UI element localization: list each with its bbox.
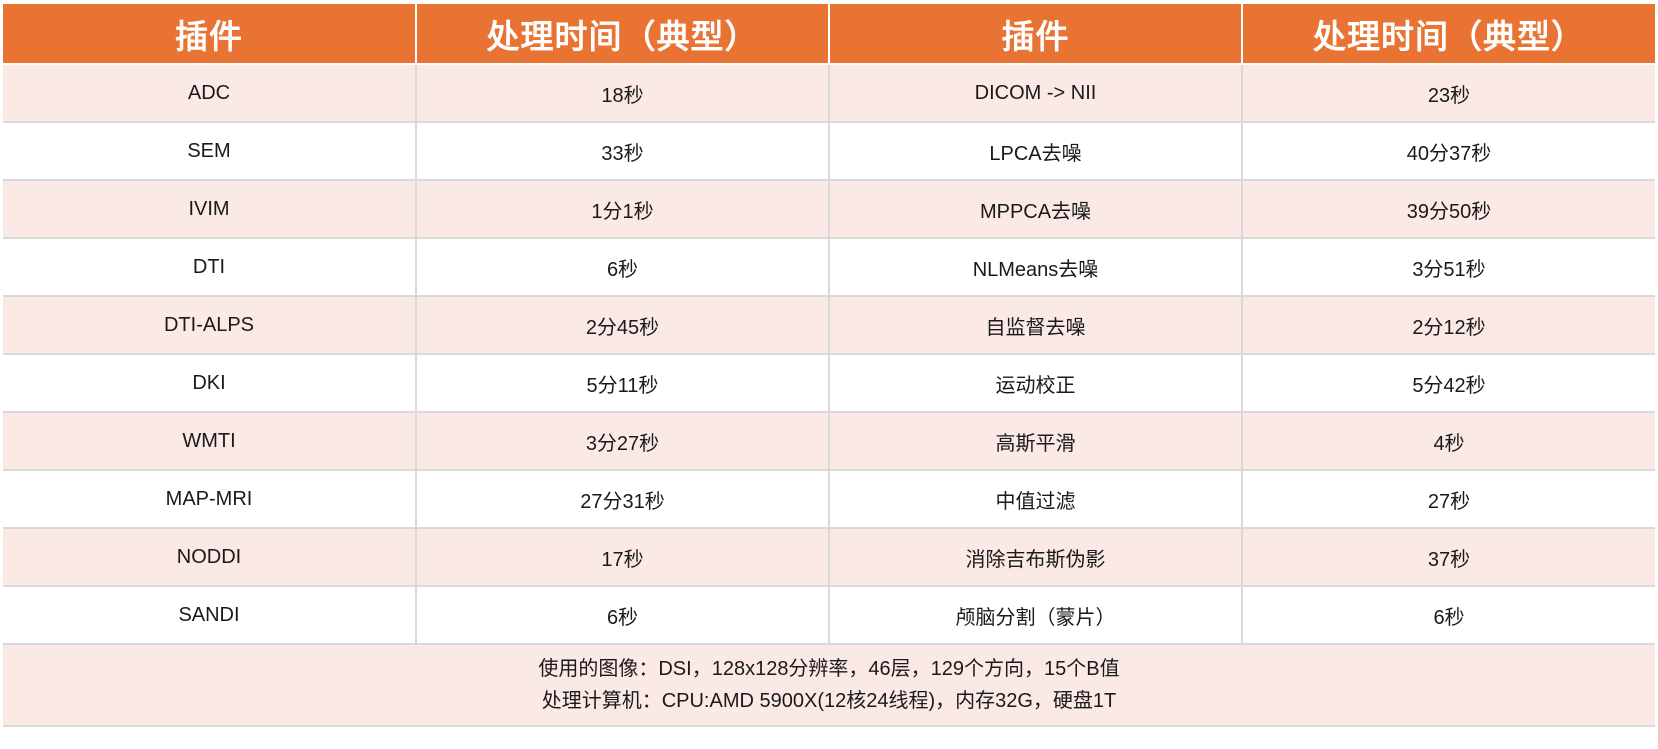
processing-time-cell: 27秒 xyxy=(1242,470,1655,529)
table-row: WMTI 3分27秒 高斯平滑 4秒 xyxy=(3,412,1655,471)
plugin-name-cell: ADC xyxy=(3,64,417,123)
plugin-name-cell: NLMeans去噪 xyxy=(829,238,1243,297)
processing-time-cell: 17秒 xyxy=(416,528,830,587)
plugin-name-cell: 自监督去噪 xyxy=(829,296,1243,355)
plugin-timing-table-container: 插件 处理时间（典型） 插件 处理时间（典型） ADC 18秒 DICOM ->… xyxy=(3,4,1655,744)
plugin-name-cell: DTI xyxy=(3,238,417,297)
plugin-name-cell: DICOM -> NII xyxy=(829,64,1243,123)
test-computer-note: 处理计算机：CPU:AMD 5900X(12核24线程)，内存32G，硬盘1T xyxy=(541,690,1117,712)
plugin-name-cell: NODDI xyxy=(3,528,417,587)
plugin-name-cell: DKI xyxy=(3,354,417,413)
table-row: DTI-ALPS 2分45秒 自监督去噪 2分12秒 xyxy=(3,296,1655,355)
processing-time-cell: 1分1秒 xyxy=(416,180,830,239)
plugin-name-cell: MPPCA去噪 xyxy=(829,180,1243,239)
table-row: MAP-MRI 27分31秒 中值过滤 27秒 xyxy=(3,470,1655,529)
plugin-name-cell: 中值过滤 xyxy=(829,470,1243,529)
plugin-name-cell: 高斯平滑 xyxy=(829,412,1243,471)
processing-time-cell: 3分51秒 xyxy=(1242,238,1655,297)
plugin-name-cell: IVIM xyxy=(3,180,417,239)
plugin-name-cell: DTI-ALPS xyxy=(3,296,417,355)
table-row: DTI 6秒 NLMeans去噪 3分51秒 xyxy=(3,238,1655,297)
processing-time-cell: 6秒 xyxy=(1242,586,1655,645)
processing-time-cell: 5分42秒 xyxy=(1242,354,1655,413)
plugin-timing-table: 插件 处理时间（典型） 插件 处理时间（典型） ADC 18秒 DICOM ->… xyxy=(3,4,1655,727)
header-time-left: 处理时间（典型） xyxy=(416,4,830,65)
processing-time-cell: 39分50秒 xyxy=(1242,180,1655,239)
processing-time-cell: 6秒 xyxy=(416,586,830,645)
plugin-name-cell: 颅脑分割（蒙片） xyxy=(829,586,1243,645)
processing-time-cell: 4秒 xyxy=(1242,412,1655,471)
processing-time-cell: 2分45秒 xyxy=(416,296,830,355)
plugin-name-cell: 运动校正 xyxy=(829,354,1243,413)
footer-notes-cell: 使用的图像：DSI，128x128分辨率，46层，129个方向，15个B值 处理… xyxy=(3,644,1655,727)
test-image-note: 使用的图像：DSI，128x128分辨率，46层，129个方向，15个B值 xyxy=(538,658,1120,680)
processing-time-cell: 18秒 xyxy=(416,64,830,123)
table-footer-row: 使用的图像：DSI，128x128分辨率，46层，129个方向，15个B值 处理… xyxy=(3,644,1655,727)
table-row: ADC 18秒 DICOM -> NII 23秒 xyxy=(3,64,1655,123)
processing-time-cell: 5分11秒 xyxy=(416,354,830,413)
header-time-right: 处理时间（典型） xyxy=(1242,4,1655,65)
processing-time-cell: 3分27秒 xyxy=(416,412,830,471)
plugin-name-cell: WMTI xyxy=(3,412,417,471)
table-row: DKI 5分11秒 运动校正 5分42秒 xyxy=(3,354,1655,413)
processing-time-cell: 27分31秒 xyxy=(416,470,830,529)
header-plugin-right: 插件 xyxy=(829,4,1243,65)
processing-time-cell: 23秒 xyxy=(1242,64,1655,123)
plugin-name-cell: SEM xyxy=(3,122,417,181)
table-row: IVIM 1分1秒 MPPCA去噪 39分50秒 xyxy=(3,180,1655,239)
processing-time-cell: 33秒 xyxy=(416,122,830,181)
table-header-row: 插件 处理时间（典型） 插件 处理时间（典型） xyxy=(3,4,1655,65)
processing-time-cell: 40分37秒 xyxy=(1242,122,1655,181)
header-plugin-left: 插件 xyxy=(3,4,417,65)
processing-time-cell: 2分12秒 xyxy=(1242,296,1655,355)
plugin-name-cell: 消除吉布斯伪影 xyxy=(829,528,1243,587)
plugin-name-cell: SANDI xyxy=(3,586,417,645)
plugin-name-cell: MAP-MRI xyxy=(3,470,417,529)
table-row: NODDI 17秒 消除吉布斯伪影 37秒 xyxy=(3,528,1655,587)
table-row: SEM 33秒 LPCA去噪 40分37秒 xyxy=(3,122,1655,181)
processing-time-cell: 37秒 xyxy=(1242,528,1655,587)
plugin-name-cell: LPCA去噪 xyxy=(829,122,1243,181)
table-row: SANDI 6秒 颅脑分割（蒙片） 6秒 xyxy=(3,586,1655,645)
processing-time-cell: 6秒 xyxy=(416,238,830,297)
